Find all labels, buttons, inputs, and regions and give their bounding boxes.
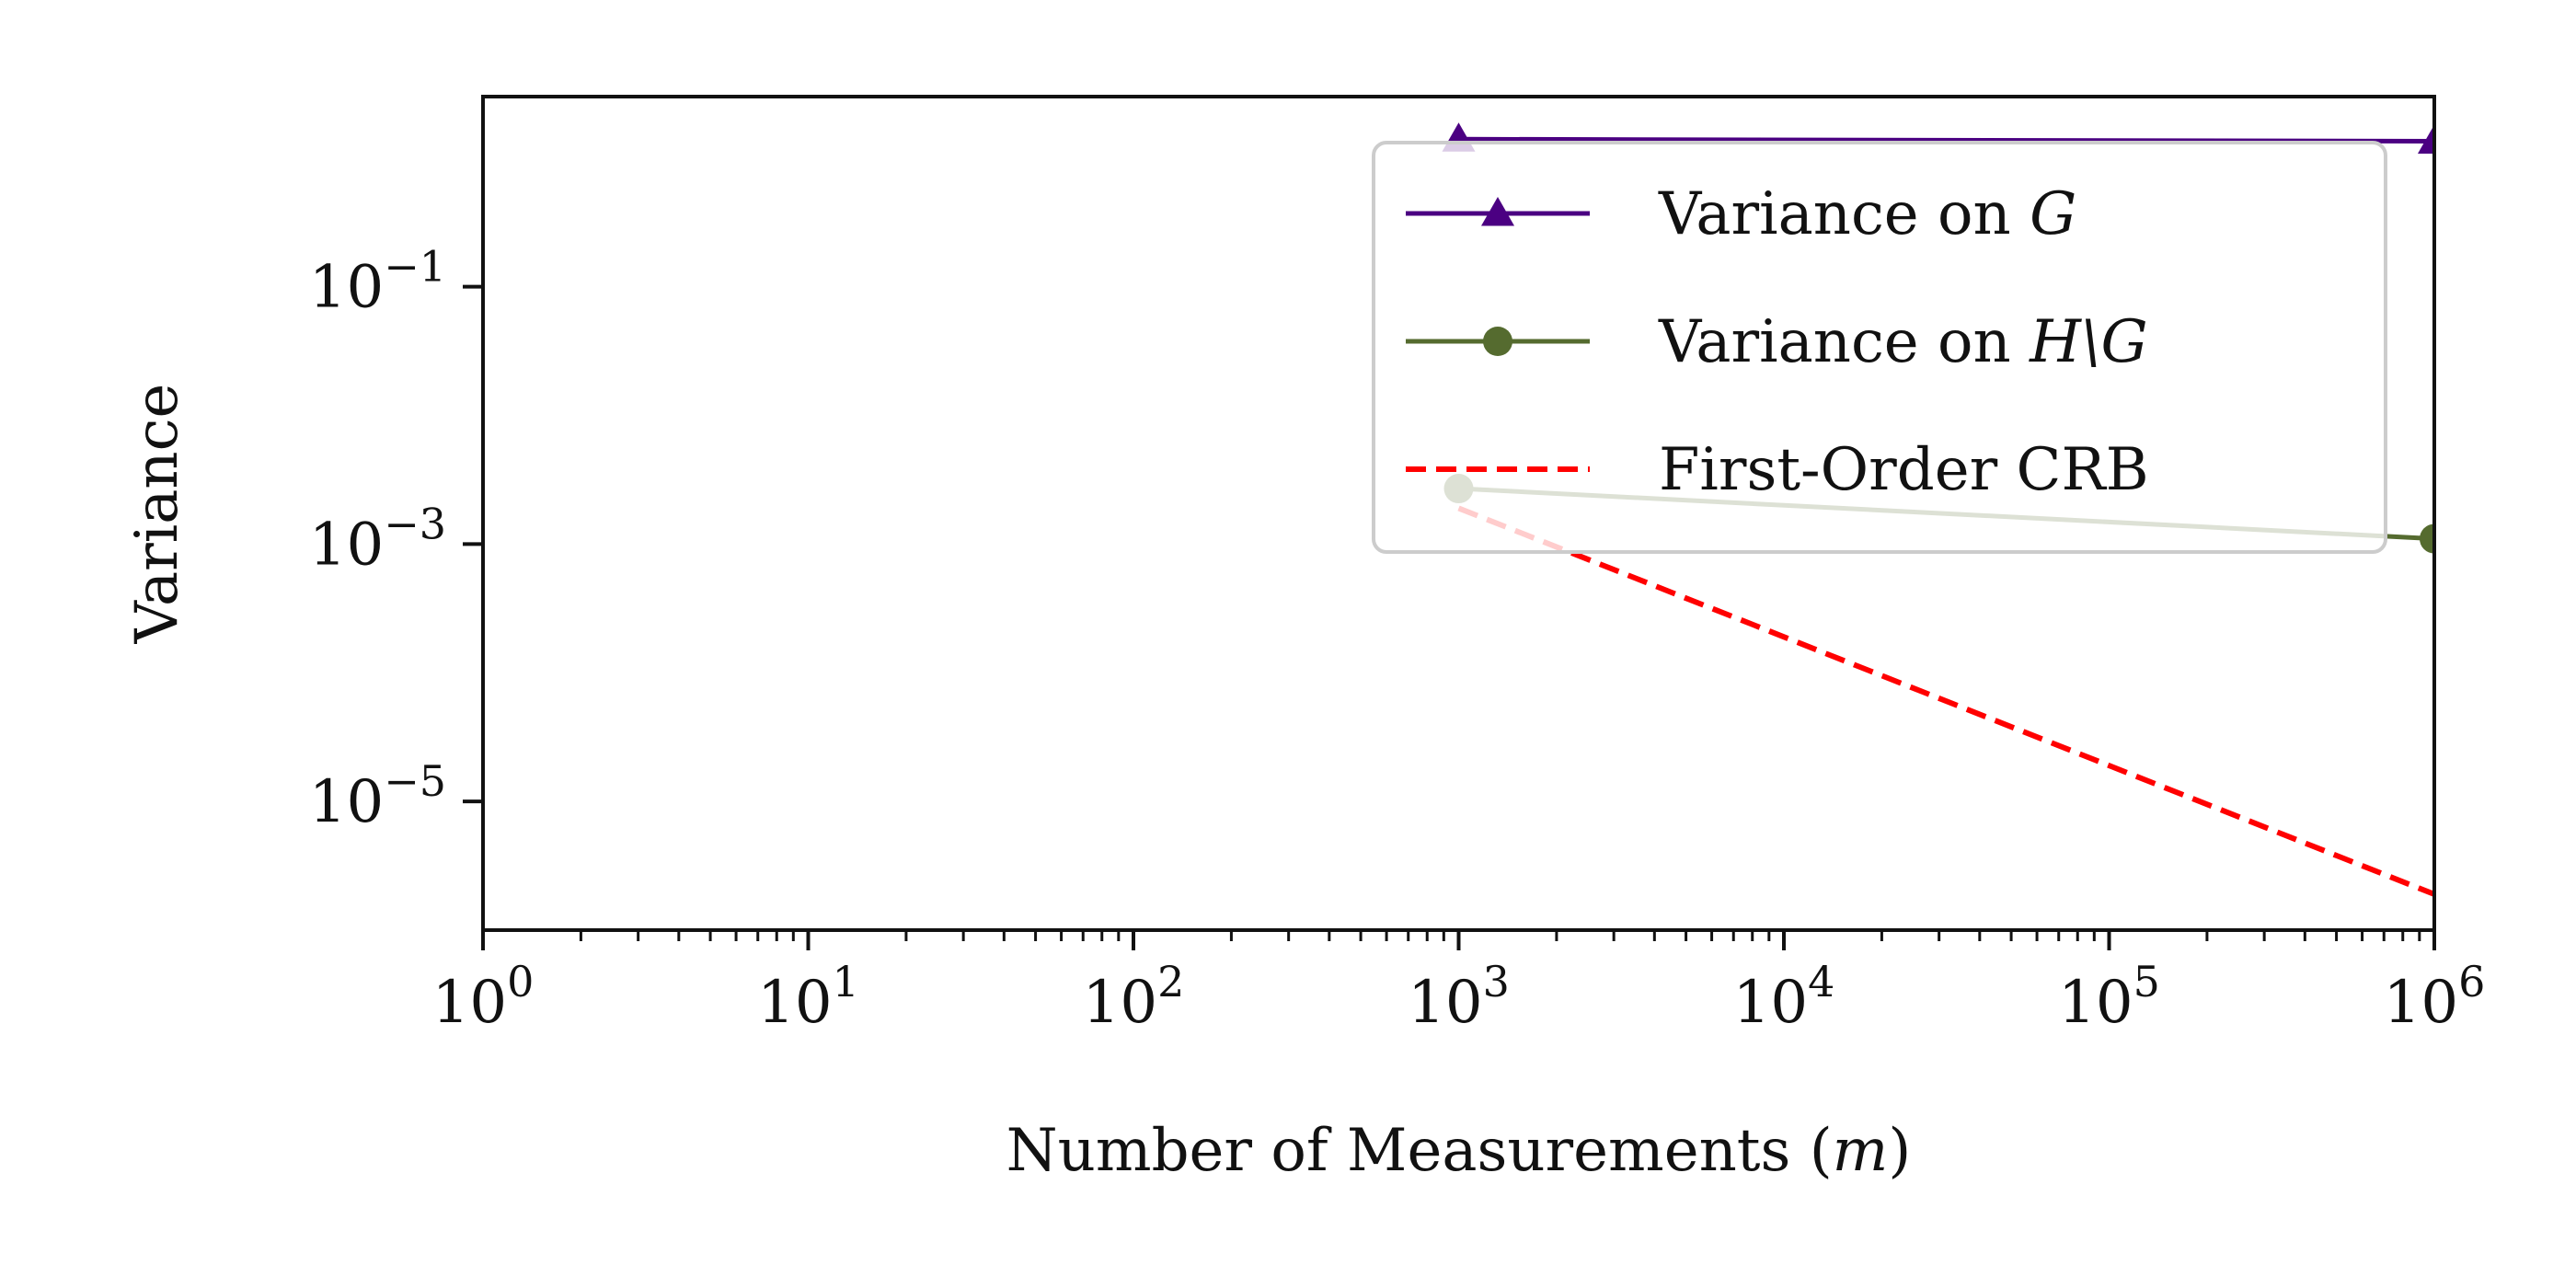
x-tick-label: 103 xyxy=(1408,957,1510,1037)
legend-box xyxy=(1372,141,2387,554)
y-tick-label: 10−1 xyxy=(309,242,446,322)
x-tick-label: 106 xyxy=(2384,957,2486,1037)
series-2-point-2 xyxy=(2420,523,2434,554)
y-tick-label: 10−5 xyxy=(309,756,446,836)
legend-marker-2 xyxy=(1483,327,1512,356)
x-tick-label: 104 xyxy=(1733,957,1835,1037)
legend-label-2: Variance on H\G xyxy=(1658,308,2148,376)
series-1-point-2 xyxy=(2418,124,2434,155)
y-tick-label: 10−3 xyxy=(309,499,446,579)
x-tick-label: 102 xyxy=(1083,957,1185,1037)
legend-marker-1 xyxy=(1481,197,1514,226)
x-axis-title: Number of Measurements (m) xyxy=(1006,1117,1912,1185)
legend: Variance on G Variance on H\G First-Order … xyxy=(1372,141,2387,554)
x-tick-label: 105 xyxy=(2058,957,2160,1037)
legend-label-3: First-Order CRB xyxy=(1659,436,2149,504)
legend-label-1: Variance on G xyxy=(1658,180,2076,248)
series-line-3 xyxy=(1457,505,2434,897)
y-axis-title: Variance xyxy=(123,384,191,645)
x-tick-label: 101 xyxy=(757,957,859,1037)
axes-layer: 100 101 102 103 104 105 106 10−5 10−3 10−1 Number … xyxy=(123,95,2486,1185)
x-tick-label: 100 xyxy=(432,957,535,1037)
